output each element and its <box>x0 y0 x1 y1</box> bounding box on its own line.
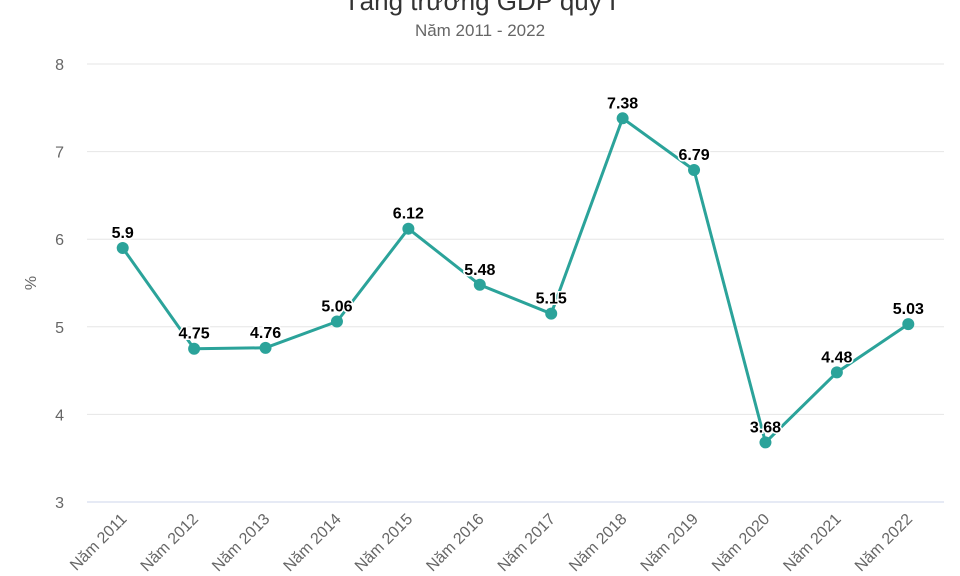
x-tick-label: Năm 2012 <box>138 511 202 575</box>
chart-subtitle: Năm 2011 - 2022 <box>414 21 546 40</box>
data-point <box>688 163 701 176</box>
data-point <box>259 341 272 354</box>
data-point <box>902 318 915 331</box>
y-axis-title: % <box>23 276 40 290</box>
data-label: 6.12 <box>393 206 424 223</box>
x-tick-label: Năm 2014 <box>281 511 345 575</box>
y-tick-label: 7 <box>55 145 64 162</box>
x-tick-label: Năm 2021 <box>780 511 844 575</box>
data-point <box>545 307 558 320</box>
data-label: 5.15 <box>536 291 567 308</box>
x-tick-label: Năm 2017 <box>495 511 559 575</box>
y-tick-label: 5 <box>55 320 64 337</box>
data-point <box>616 112 629 125</box>
y-tick-label: 3 <box>55 495 64 512</box>
data-label: 4.76 <box>250 325 281 342</box>
data-label: 4.75 <box>179 326 210 343</box>
data-label: 5.9 <box>112 225 134 242</box>
data-point <box>759 436 772 449</box>
x-tick-label: Năm 2019 <box>638 511 702 575</box>
data-point <box>830 366 843 379</box>
data-label: 6.79 <box>678 147 709 164</box>
y-tick-label: 6 <box>55 232 64 249</box>
x-tick-label: Năm 2015 <box>352 511 416 575</box>
chart-title: Tăng trưởng GDP quý I <box>343 0 617 16</box>
data-label: 5.48 <box>464 262 495 279</box>
y-tick-label: 8 <box>55 57 64 74</box>
series-line <box>121 116 910 444</box>
data-label: 7.38 <box>607 95 638 112</box>
x-tick-label: Năm 2018 <box>566 511 630 575</box>
data-label: 3.68 <box>750 419 781 436</box>
x-tick-label: Năm 2016 <box>423 511 487 575</box>
x-tick-label: Năm 2013 <box>209 511 273 575</box>
data-point <box>473 278 486 291</box>
x-tick-label: Năm 2022 <box>852 511 916 575</box>
y-tick-label: 4 <box>55 407 64 424</box>
data-point <box>330 315 343 328</box>
data-point <box>402 222 415 235</box>
data-point <box>188 342 201 355</box>
data-label: 5.03 <box>893 301 924 318</box>
x-tick-label: Năm 2011 <box>67 511 130 574</box>
x-tick-label: Năm 2020 <box>709 511 773 575</box>
data-label: 4.48 <box>821 349 852 366</box>
data-label: 5.06 <box>321 299 352 316</box>
data-point <box>116 241 129 254</box>
